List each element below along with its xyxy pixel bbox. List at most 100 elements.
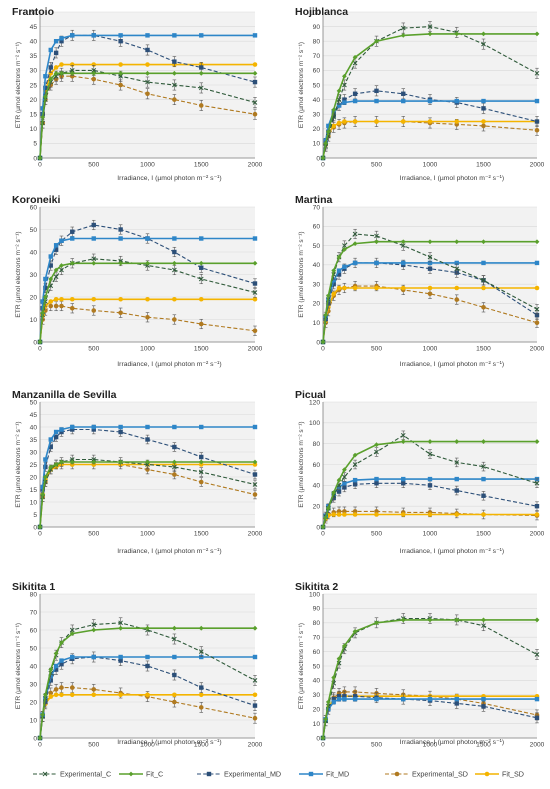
fit-point xyxy=(199,424,204,430)
x-tick-label: 2000 xyxy=(248,531,263,538)
fit-point xyxy=(534,512,540,517)
fit-point xyxy=(198,296,204,302)
x-tick-label: 0 xyxy=(38,346,42,353)
experimental-point xyxy=(145,91,150,97)
fit-point xyxy=(53,692,59,698)
experimental-point xyxy=(69,305,75,311)
y-tick-label: 0 xyxy=(316,524,320,531)
chart-title: Frantoio xyxy=(12,6,54,18)
x-tick-label: 0 xyxy=(321,742,325,749)
fit-point xyxy=(37,155,43,161)
legend-swatch-marker xyxy=(206,771,212,777)
fit-point xyxy=(427,119,433,124)
fit-point xyxy=(53,65,59,70)
experimental-point xyxy=(374,233,379,239)
experimental-point xyxy=(400,25,406,31)
fit-point xyxy=(145,654,150,660)
y-axis-label: ETR (µmol electrons m⁻² s⁻¹) xyxy=(298,623,305,709)
x-tick-label: 0 xyxy=(38,531,42,538)
y-tick-label: 40 xyxy=(313,483,321,490)
fit-point xyxy=(400,32,406,38)
fit-point xyxy=(59,62,64,67)
experimental-point xyxy=(401,481,406,486)
experimental-point xyxy=(70,427,75,432)
fit-point xyxy=(91,692,97,698)
y-tick-label: 45 xyxy=(30,412,38,419)
y-tick-label: 30 xyxy=(30,449,38,456)
experimental-point xyxy=(454,297,460,302)
fit-point xyxy=(454,31,460,37)
experimental-point xyxy=(481,704,486,709)
fit-point xyxy=(252,654,258,660)
experimental-point xyxy=(59,39,64,44)
y-tick-label: 90 xyxy=(313,606,321,613)
y-axis-label: ETR (µmol electrons m⁻² s⁻¹) xyxy=(15,231,22,317)
fit-point xyxy=(53,243,59,248)
experimental-point xyxy=(198,469,204,475)
fit-point xyxy=(145,625,150,631)
series-fit-c xyxy=(320,31,540,161)
fit-point xyxy=(172,236,177,241)
experimental-point xyxy=(342,82,347,88)
y-tick-label: 70 xyxy=(313,204,321,211)
fit-point xyxy=(199,33,204,38)
experimental-point xyxy=(427,483,433,488)
y-tick-label: 0 xyxy=(33,339,37,346)
y-tick-label: 30 xyxy=(30,272,38,279)
y-tick-label: 80 xyxy=(313,441,321,448)
fit-point xyxy=(70,654,75,660)
chart-title: Koroneiki xyxy=(12,194,61,206)
experimental-point xyxy=(252,281,258,286)
fit-point xyxy=(91,627,97,633)
fit-point xyxy=(118,459,124,465)
experimental-point xyxy=(53,687,59,692)
y-tick-label: 20 xyxy=(313,503,321,510)
fit-point xyxy=(374,620,379,626)
y-tick-label: 0 xyxy=(33,155,37,162)
fit-point xyxy=(374,98,379,104)
fit-point xyxy=(59,692,64,698)
experimental-point xyxy=(118,658,123,663)
experimental-point xyxy=(59,303,64,309)
fit-point xyxy=(342,481,347,486)
fit-point xyxy=(91,459,97,465)
x-tick-label: 0 xyxy=(38,742,42,749)
chart-title: Picual xyxy=(295,389,326,401)
fit-point xyxy=(40,106,45,111)
fit-point xyxy=(352,629,358,634)
experimental-point xyxy=(534,715,540,721)
fit-point xyxy=(118,692,123,698)
x-tick-label: 1000 xyxy=(140,162,155,169)
experimental-point xyxy=(172,97,177,102)
x-tick-label: 1000 xyxy=(423,346,438,353)
fit-point xyxy=(40,712,46,717)
x-tick-label: 1500 xyxy=(476,346,491,353)
x-tick-label: 500 xyxy=(88,531,99,538)
fit-point xyxy=(118,62,123,67)
chart-title: Sikitita 2 xyxy=(295,581,338,593)
experimental-point xyxy=(400,432,406,438)
experimental-point xyxy=(198,479,204,485)
experimental-point xyxy=(352,231,358,237)
experimental-point xyxy=(43,85,48,91)
y-tick-label: 20 xyxy=(30,294,38,301)
experimental-point xyxy=(534,320,540,326)
fit-point xyxy=(40,310,46,316)
fit-point xyxy=(336,477,342,483)
experimental-point xyxy=(118,82,123,88)
x-axis-label: Irradiance, I (µmol photon m⁻² s⁻¹) xyxy=(400,739,504,746)
fit-point xyxy=(427,285,433,291)
fit-point xyxy=(69,459,75,465)
experimental-point xyxy=(69,73,75,79)
fit-point xyxy=(400,439,406,444)
fit-point xyxy=(342,512,347,517)
y-tick-label: 10 xyxy=(30,126,38,133)
x-tick-label: 2000 xyxy=(530,162,545,169)
x-axis-label: Irradiance, I (µmol photon m⁻² s⁻¹) xyxy=(400,175,504,182)
series-fit-c xyxy=(320,617,540,741)
experimental-point xyxy=(331,696,336,702)
experimental-point xyxy=(342,485,347,490)
x-tick-label: 1500 xyxy=(194,742,209,749)
chart-title: Manzanilla de Sevilla xyxy=(12,389,117,401)
